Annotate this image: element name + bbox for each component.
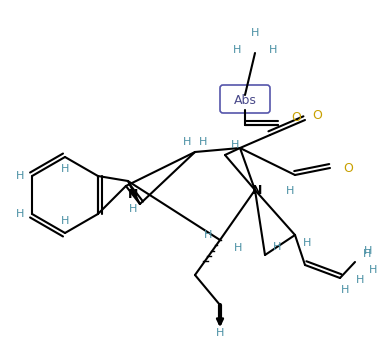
Text: O: O <box>291 110 301 124</box>
Text: O: O <box>312 108 322 121</box>
Text: H: H <box>183 137 191 147</box>
Text: Abs: Abs <box>234 93 256 107</box>
Text: H: H <box>129 204 137 214</box>
Text: H: H <box>216 328 224 338</box>
Text: H: H <box>364 246 372 256</box>
Text: N: N <box>128 188 138 201</box>
Text: H: H <box>269 45 277 55</box>
Text: H: H <box>231 140 239 150</box>
Text: O: O <box>343 161 353 175</box>
Text: N: N <box>252 184 262 197</box>
Text: H: H <box>233 45 241 55</box>
Text: H: H <box>61 216 69 226</box>
Text: H: H <box>61 164 69 174</box>
FancyBboxPatch shape <box>220 85 270 113</box>
Text: H: H <box>204 230 212 240</box>
Text: H: H <box>16 171 24 181</box>
Text: H: H <box>363 249 371 259</box>
Text: H: H <box>303 238 311 248</box>
Text: H: H <box>251 28 259 38</box>
Text: H: H <box>273 242 281 252</box>
Text: H: H <box>341 285 349 295</box>
Text: H: H <box>356 275 364 285</box>
Text: H: H <box>369 265 377 275</box>
Text: H: H <box>234 243 242 253</box>
Text: H: H <box>286 186 294 196</box>
Text: H: H <box>199 137 207 147</box>
Text: H: H <box>16 209 24 219</box>
